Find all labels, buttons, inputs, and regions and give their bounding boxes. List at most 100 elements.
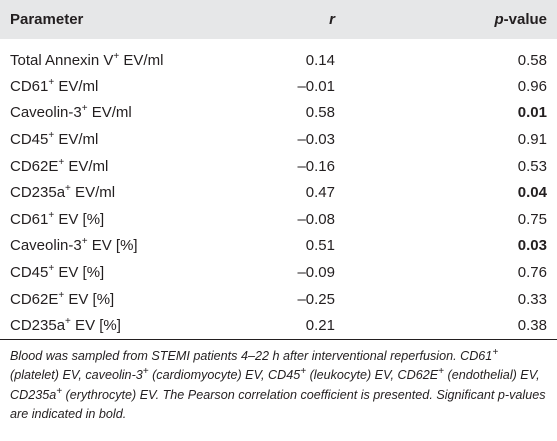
cell-r: 0.21	[305, 317, 335, 335]
table-footnote: Blood was sampled from STEMI patients 4–…	[0, 340, 557, 425]
table-row: CD45+ EV [%] –0.09 0.76	[0, 259, 557, 286]
table-row: CD45+ EV/ml –0.03 0.91	[0, 126, 557, 153]
parameter-sup: +	[113, 50, 120, 62]
header-r-label: r	[329, 11, 335, 28]
parameter-sup: +	[48, 209, 55, 221]
parameter-sup: +	[65, 316, 71, 328]
cell-parameter: CD235a+ EV/ml	[0, 179, 240, 206]
cell-parameter: CD62E+ EV/ml	[0, 153, 240, 180]
footnote-sup-4: +	[438, 366, 444, 378]
parameter-suffix: EV/ml	[70, 184, 116, 202]
cell-parameter: CD61+ EV [%]	[0, 206, 240, 233]
cell-r: 0.14	[305, 51, 335, 69]
cell-r: 0.47	[305, 184, 335, 202]
table-row: CD235a+ EV/ml 0.47 0.04	[0, 179, 557, 206]
footnote-sup-1: +	[492, 346, 499, 358]
cell-p-value: 0.75	[517, 210, 547, 228]
parameter-sup: +	[48, 76, 55, 88]
parameter-name: Caveolin-3	[10, 104, 82, 122]
footnote-text-6: (erythrocyte) EV. The Pearson correlatio…	[10, 387, 546, 422]
cell-parameter: CD235a+ EV [%]	[0, 312, 240, 339]
cell-r: –0.01	[297, 77, 335, 95]
cell-parameter: CD62E+ EV [%]	[0, 286, 240, 313]
table-body: Total Annexin V+ EV/ml 0.14 0.58 CD61+ EV/m…	[0, 39, 557, 339]
parameter-name: CD61	[10, 77, 49, 95]
footnote-sup-3: +	[300, 366, 307, 378]
cell-r: –0.03	[297, 130, 335, 148]
table-row: Caveolin-3+ EV/ml 0.58 0.01	[0, 100, 557, 127]
parameter-sup: +	[81, 103, 88, 115]
cell-p-value: 0.01	[517, 104, 547, 122]
parameter-name: CD45	[10, 263, 49, 281]
parameter-sup: +	[58, 156, 65, 168]
table-row: CD61+ EV [%] –0.08 0.75	[0, 206, 557, 233]
header-row: Parameter r p-value	[0, 0, 557, 39]
parameter-suffix: EV [%]	[87, 237, 138, 255]
table-bottom-rule	[0, 338, 557, 340]
cell-r: –0.25	[297, 290, 335, 308]
parameter-sup: +	[48, 262, 55, 274]
header-p-rest: -value	[503, 11, 547, 28]
parameter-suffix: EV/ml	[54, 130, 99, 148]
cell-p-value: 0.58	[517, 51, 547, 69]
table-row: CD62E+ EV/ml –0.16 0.53	[0, 153, 557, 180]
table-row: CD235a+ EV [%] 0.21 0.38	[0, 312, 557, 339]
cell-p-value: 0.33	[517, 290, 547, 308]
parameter-suffix: EV/ml	[87, 104, 132, 122]
cell-p-value: 0.38	[517, 317, 547, 335]
parameter-suffix: EV [%]	[64, 290, 115, 308]
cell-r: 0.51	[305, 237, 335, 255]
footnote-text-2: (platelet) EV, caveolin-3	[10, 368, 143, 383]
parameter-sup: +	[48, 129, 55, 141]
cell-r: –0.16	[297, 157, 335, 175]
parameter-sup: +	[65, 183, 71, 195]
parameter-name: Caveolin-3	[10, 237, 82, 255]
table-header: Parameter r p-value	[0, 0, 557, 39]
cell-p-value: 0.96	[517, 77, 547, 95]
parameter-name: CD62E	[10, 157, 59, 175]
parameter-name: CD62E	[10, 290, 59, 308]
cell-parameter: Caveolin-3+ EV [%]	[0, 233, 240, 260]
cell-r: –0.08	[297, 210, 335, 228]
cell-r: 0.58	[305, 104, 335, 122]
table-row: Total Annexin V+ EV/ml 0.14 0.58	[0, 39, 557, 73]
parameter-suffix: EV/ml	[54, 77, 99, 95]
cell-parameter: Caveolin-3+ EV/ml	[0, 100, 240, 127]
footnote-text-3: (cardiomyocyte) EV, CD45	[148, 368, 301, 383]
parameter-suffix: EV [%]	[54, 210, 105, 228]
header-r: r	[240, 0, 345, 39]
footnote-sup-5: +	[56, 385, 63, 397]
table-row: Caveolin-3+ EV [%] 0.51 0.03	[0, 233, 557, 260]
cell-r: –0.09	[297, 263, 335, 281]
footnote-text-5: (endothelial) EV, CD235a	[10, 368, 540, 402]
correlation-table: Parameter r p-value Total Annexin V+ EV/…	[0, 0, 557, 339]
header-parameter: Parameter	[10, 11, 84, 28]
parameter-name: CD235a	[10, 184, 66, 202]
footnote-sup-2: +	[142, 366, 149, 378]
results-table-container: Parameter r p-value Total Annexin V+ EV/…	[0, 0, 557, 425]
cell-parameter: CD45+ EV [%]	[0, 259, 240, 286]
parameter-name: Total Annexin V	[10, 51, 114, 69]
parameter-suffix: EV [%]	[54, 263, 105, 281]
cell-parameter: CD61+ EV/ml	[0, 73, 240, 100]
header-p-value: p-value	[345, 0, 557, 39]
parameter-suffix: EV/ml	[119, 51, 164, 69]
parameter-name: CD235a	[10, 317, 66, 335]
parameter-sup: +	[58, 289, 65, 301]
header-p-italic: p	[494, 11, 504, 28]
parameter-suffix: EV/ml	[64, 157, 109, 175]
cell-parameter: Total Annexin V+ EV/ml	[0, 39, 240, 73]
footnote-text-1: Blood was sampled from STEMI patients 4–…	[10, 348, 493, 363]
parameter-name: CD61	[10, 210, 49, 228]
table-row: CD61+ EV/ml –0.01 0.96	[0, 73, 557, 100]
footnote-text-4: (leukocyte) EV, CD62E	[306, 368, 439, 383]
cell-parameter: CD45+ EV/ml	[0, 126, 240, 153]
cell-p-value: 0.76	[517, 263, 547, 281]
cell-p-value: 0.53	[517, 157, 547, 175]
parameter-name: CD45	[10, 130, 49, 148]
cell-p-value: 0.91	[517, 130, 547, 148]
cell-p-value: 0.03	[517, 237, 547, 255]
parameter-sup: +	[81, 236, 88, 248]
cell-p-value: 0.04	[517, 184, 547, 202]
parameter-suffix: EV [%]	[70, 317, 121, 335]
